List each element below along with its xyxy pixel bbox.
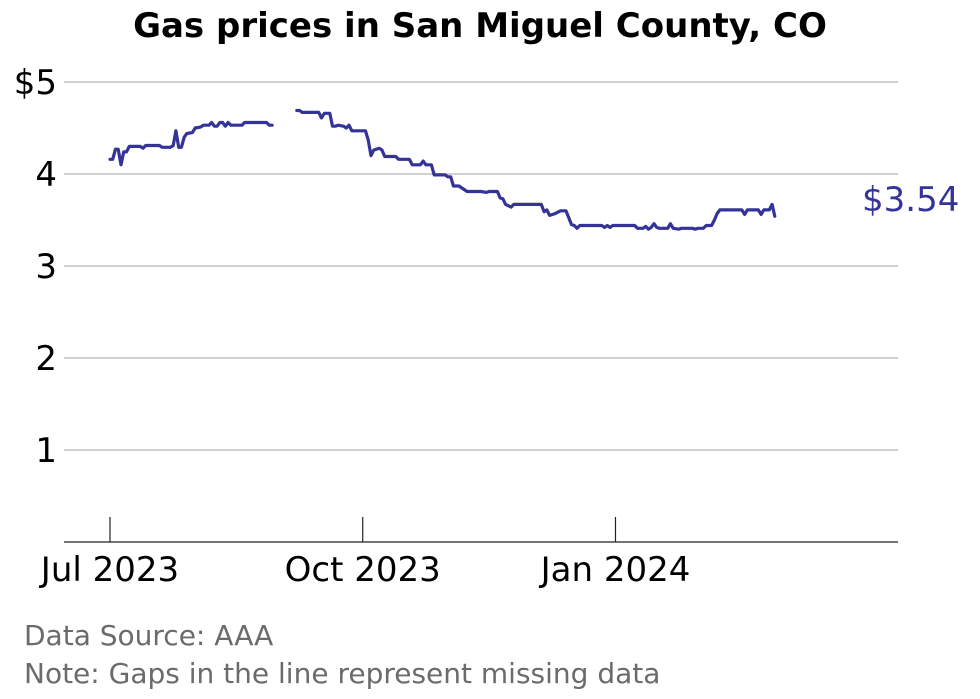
y-axis-tick-labels: $5 4 3 2 1 [14,63,57,471]
latest-price-label: $3.54 [862,180,959,220]
y-tick-label: 4 [35,155,57,195]
x-tick-label: Oct 2023 [285,550,441,590]
y-tick-label: $5 [14,63,57,103]
x-tick-label: Jan 2024 [539,550,691,590]
gridlines [64,81,898,451]
x-tick-label: Jul 2023 [39,550,179,590]
data-source-note: Data Source: AAA [24,619,273,652]
y-tick-label: 2 [35,339,57,379]
price-line-segment-2 [295,108,777,231]
y-tick-label: 1 [35,431,57,471]
price-series [108,108,777,231]
price-line-segment-1 [108,120,274,167]
chart-title: Gas prices in San Miguel County, CO [133,6,827,46]
x-axis-ticks: Jul 2023 Oct 2023 Jan 2024 [39,517,691,590]
gaps-note: Note: Gaps in the line represent missing… [24,657,660,690]
y-tick-label: 3 [35,247,57,287]
